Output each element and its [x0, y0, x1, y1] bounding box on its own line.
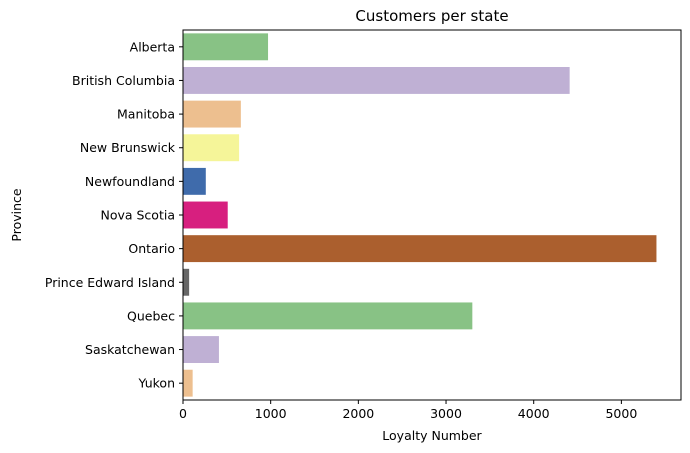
- y-tick-label-newfoundland: Newfoundland: [85, 174, 175, 189]
- x-tick-label: 5000: [605, 406, 637, 421]
- x-tick-label: 4000: [518, 406, 550, 421]
- bar-ontario: [183, 235, 657, 263]
- y-tick-label-ontario: Ontario: [128, 241, 175, 256]
- bar-newfoundland: [183, 167, 206, 195]
- y-axis-ticks: Alberta British Columbia Manitoba New Bruns…: [45, 39, 183, 391]
- y-tick-label-saskatchewan: Saskatchewan: [85, 342, 175, 357]
- bar-alberta: [183, 33, 269, 61]
- x-tick-label: 2000: [342, 406, 374, 421]
- y-tick-label-manitoba: Manitoba: [117, 107, 175, 122]
- y-tick-label-quebec: Quebec: [127, 308, 175, 323]
- x-tick-label: 0: [179, 406, 187, 421]
- x-tick-label: 3000: [430, 406, 462, 421]
- bar-quebec: [183, 302, 473, 330]
- y-tick-label-british-columbia: British Columbia: [72, 73, 175, 88]
- y-tick-label-yukon: Yukon: [138, 376, 176, 391]
- y-tick-label-alberta: Alberta: [130, 39, 175, 54]
- x-axis-title: Loyalty Number: [382, 428, 482, 443]
- chart-title: Customers per state: [355, 7, 508, 25]
- x-axis-ticks: 0 1000 2000 3000 4000 5000: [179, 400, 637, 421]
- y-tick-label-new-brunswick: New Brunswick: [80, 140, 176, 155]
- bar-new-brunswick: [183, 134, 240, 162]
- x-tick-label: 1000: [255, 406, 287, 421]
- y-tick-label-prince-edward-island: Prince Edward Island: [45, 275, 175, 290]
- y-axis-title: Province: [9, 188, 24, 241]
- bar-saskatchewan: [183, 336, 219, 363]
- plot-frame: [182, 29, 682, 401]
- bar-manitoba: [183, 100, 241, 128]
- bar-yukon: [183, 369, 193, 397]
- bar-british-columbia: [183, 67, 570, 94]
- y-tick-label-nova-scotia: Nova Scotia: [100, 208, 175, 223]
- bar-nova-scotia: [183, 201, 228, 229]
- bar-prince-edward-island: [183, 268, 190, 296]
- bars-layer: [183, 33, 657, 397]
